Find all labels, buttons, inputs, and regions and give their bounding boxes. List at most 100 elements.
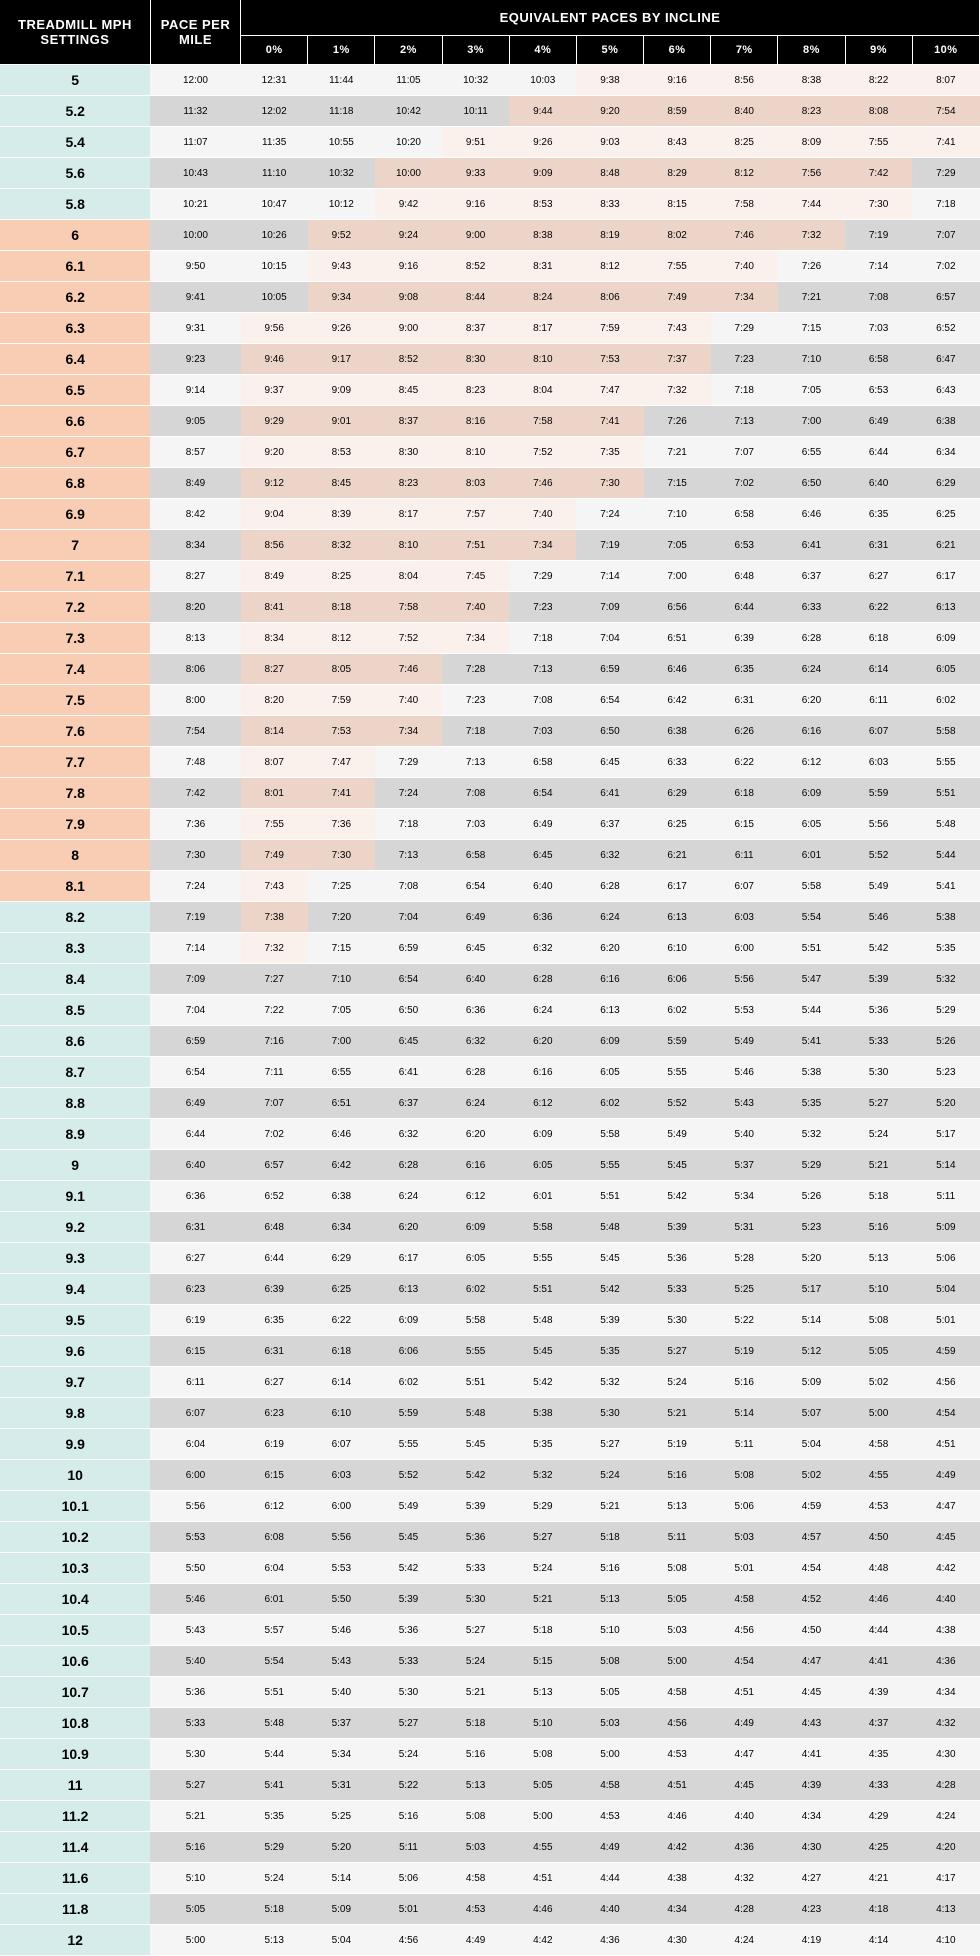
incline-cell: 6:45	[442, 933, 509, 964]
incline-cell: 8:23	[375, 468, 442, 499]
incline-cell: 5:29	[509, 1491, 576, 1522]
table-row: 610:0010:269:529:249:008:388:198:027:467…	[0, 220, 980, 251]
incline-cell: 4:40	[711, 1801, 778, 1832]
incline-cell: 10:11	[442, 96, 509, 127]
incline-cell: 6:05	[778, 809, 845, 840]
incline-cell: 5:52	[644, 1088, 711, 1119]
incline-cell: 6:13	[375, 1274, 442, 1305]
incline-cell: 9:34	[308, 282, 375, 313]
incline-cell: 8:08	[845, 96, 912, 127]
incline-cell: 9:46	[241, 344, 308, 375]
incline-cell: 7:13	[442, 747, 509, 778]
table-row: 9.56:196:356:226:095:585:485:395:305:225…	[0, 1305, 980, 1336]
incline-cell: 7:23	[711, 344, 778, 375]
incline-cell: 6:01	[241, 1584, 308, 1615]
incline-cell: 7:23	[442, 685, 509, 716]
incline-cell: 5:32	[576, 1367, 643, 1398]
incline-cell: 5:39	[576, 1305, 643, 1336]
incline-cell: 5:38	[778, 1057, 845, 1088]
incline-cell: 6:33	[644, 747, 711, 778]
incline-cell: 5:49	[375, 1491, 442, 1522]
incline-cell: 6:45	[375, 1026, 442, 1057]
incline-cell: 6:20	[778, 685, 845, 716]
incline-cell: 5:48	[912, 809, 979, 840]
incline-cell: 7:26	[778, 251, 845, 282]
incline-cell: 5:20	[778, 1243, 845, 1274]
incline-cell: 5:35	[241, 1801, 308, 1832]
incline-cell: 7:40	[509, 499, 576, 530]
table-row: 9.26:316:486:346:206:095:585:485:395:315…	[0, 1212, 980, 1243]
incline-cell: 5:55	[375, 1429, 442, 1460]
incline-cell: 5:24	[241, 1863, 308, 1894]
incline-cell: 7:59	[576, 313, 643, 344]
incline-cell: 7:24	[375, 778, 442, 809]
pace-cell: 6:15	[150, 1336, 240, 1367]
incline-cell: 4:38	[644, 1863, 711, 1894]
incline-cell: 4:49	[711, 1708, 778, 1739]
incline-cell: 7:30	[576, 468, 643, 499]
incline-cell: 6:25	[912, 499, 979, 530]
incline-cell: 9:00	[375, 313, 442, 344]
mph-cell: 7.9	[0, 809, 150, 840]
incline-cell: 5:48	[576, 1212, 643, 1243]
incline-cell: 6:56	[644, 592, 711, 623]
table-row: 11.45:165:295:205:115:034:554:494:424:36…	[0, 1832, 980, 1863]
table-row: 9.76:116:276:146:025:515:425:325:245:165…	[0, 1367, 980, 1398]
pace-cell: 9:50	[150, 251, 240, 282]
incline-cell: 7:07	[241, 1088, 308, 1119]
incline-cell: 4:32	[912, 1708, 979, 1739]
incline-cell: 6:32	[509, 933, 576, 964]
incline-cell: 6:58	[442, 840, 509, 871]
incline-cell: 7:18	[711, 375, 778, 406]
pace-cell: 5:40	[150, 1646, 240, 1677]
incline-cell: 5:27	[442, 1615, 509, 1646]
incline-cell: 5:00	[509, 1801, 576, 1832]
incline-cell: 5:21	[845, 1150, 912, 1181]
pace-cell: 6:00	[150, 1460, 240, 1491]
incline-cell: 5:11	[711, 1429, 778, 1460]
incline-cell: 8:19	[576, 220, 643, 251]
pace-cell: 6:40	[150, 1150, 240, 1181]
incline-cell: 7:40	[442, 592, 509, 623]
incline-cell: 9:12	[241, 468, 308, 499]
incline-cell: 6:54	[509, 778, 576, 809]
incline-cell: 6:36	[509, 902, 576, 933]
incline-cell: 6:22	[308, 1305, 375, 1336]
incline-cell: 5:17	[912, 1119, 979, 1150]
mph-cell: 7.4	[0, 654, 150, 685]
incline-cell: 5:16	[576, 1553, 643, 1584]
incline-cell: 6:29	[644, 778, 711, 809]
table-row: 6.29:4110:059:349:088:448:248:067:497:34…	[0, 282, 980, 313]
incline-cell: 7:45	[442, 561, 509, 592]
incline-cell: 6:15	[241, 1460, 308, 1491]
incline-cell: 6:12	[509, 1088, 576, 1119]
incline-cell: 5:26	[912, 1026, 979, 1057]
incline-cell: 5:48	[442, 1398, 509, 1429]
incline-cell: 5:33	[375, 1646, 442, 1677]
incline-cell: 10:05	[241, 282, 308, 313]
incline-cell: 6:58	[509, 747, 576, 778]
incline-cell: 10:15	[241, 251, 308, 282]
incline-cell: 9:29	[241, 406, 308, 437]
incline-cell: 7:04	[375, 902, 442, 933]
incline-cell: 7:32	[778, 220, 845, 251]
incline-cell: 6:24	[576, 902, 643, 933]
incline-cell: 6:00	[308, 1491, 375, 1522]
incline-cell: 5:08	[576, 1646, 643, 1677]
incline-cell: 5:39	[845, 964, 912, 995]
incline-cell: 4:27	[778, 1863, 845, 1894]
incline-cell: 7:02	[912, 251, 979, 282]
mph-cell: 8	[0, 840, 150, 871]
incline-cell: 6:52	[912, 313, 979, 344]
mph-cell: 9.9	[0, 1429, 150, 1460]
incline-cell: 6:33	[778, 592, 845, 623]
pace-cell: 10:21	[150, 189, 240, 220]
incline-cell: 7:08	[442, 778, 509, 809]
incline-cell: 5:58	[509, 1212, 576, 1243]
mph-cell: 7	[0, 530, 150, 561]
incline-cell: 7:55	[644, 251, 711, 282]
pace-cell: 6:44	[150, 1119, 240, 1150]
incline-cell: 6:45	[509, 840, 576, 871]
incline-cell: 12:02	[241, 96, 308, 127]
pace-cell: 11:32	[150, 96, 240, 127]
